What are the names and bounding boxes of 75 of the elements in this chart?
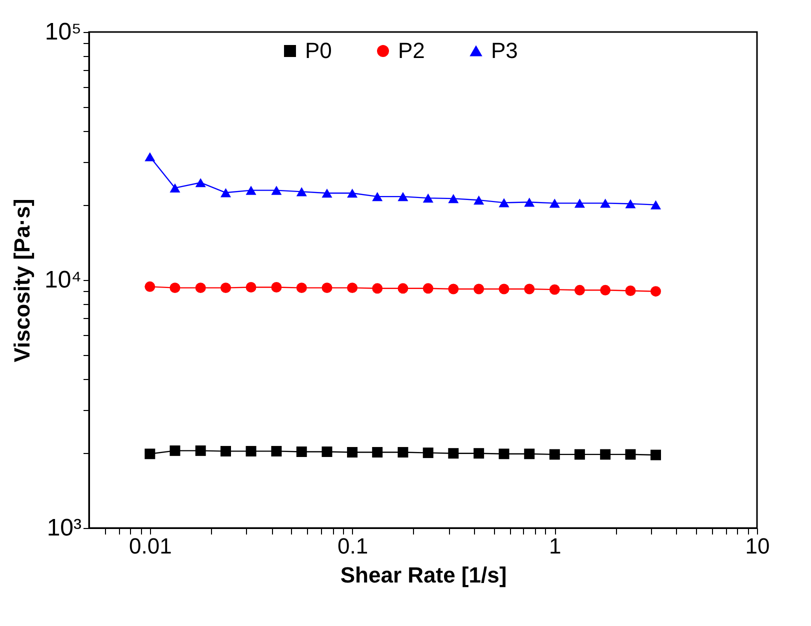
point	[372, 192, 383, 202]
point	[625, 286, 636, 296]
y-tick-label: 10⁵	[44, 18, 82, 46]
point	[220, 446, 231, 456]
point	[422, 194, 434, 203]
y-tick-label: 10³	[46, 514, 82, 542]
point	[246, 282, 256, 292]
point	[220, 188, 231, 198]
point	[144, 152, 156, 162]
point	[574, 284, 585, 296]
point	[347, 188, 358, 198]
point	[271, 186, 282, 195]
point	[474, 284, 484, 294]
point	[650, 200, 661, 210]
point	[474, 448, 484, 459]
x-tick-label: 10	[745, 534, 770, 558]
point	[398, 283, 408, 294]
point	[144, 448, 156, 460]
point	[524, 284, 535, 294]
point	[650, 450, 661, 460]
point	[600, 284, 611, 296]
y-tick-label: 10⁴	[44, 266, 82, 294]
point	[144, 281, 156, 292]
point	[600, 449, 611, 460]
point	[220, 282, 231, 294]
point	[170, 183, 180, 193]
point	[549, 198, 560, 208]
point	[498, 198, 510, 208]
point	[422, 283, 434, 294]
point	[347, 447, 358, 458]
point	[625, 449, 636, 460]
point	[650, 286, 661, 297]
point	[448, 284, 459, 294]
x-axis-title: Shear Rate [1/s]	[340, 562, 507, 588]
point	[498, 284, 510, 294]
y-axis-title: Viscosity [Pa·s]	[9, 198, 34, 362]
point	[574, 198, 585, 208]
point	[448, 448, 459, 459]
point	[524, 448, 535, 460]
point	[549, 284, 560, 295]
point	[296, 282, 307, 294]
point	[625, 199, 636, 208]
point	[322, 446, 332, 457]
point	[498, 448, 510, 460]
point	[296, 187, 307, 196]
point	[372, 447, 383, 458]
point	[398, 192, 408, 202]
point	[170, 282, 180, 294]
point	[574, 449, 585, 460]
legend-label: P2	[398, 38, 425, 63]
point	[474, 196, 484, 205]
x-tick-label: 1	[549, 534, 562, 558]
point	[195, 445, 206, 456]
point	[322, 282, 332, 294]
point	[246, 186, 256, 195]
point	[271, 282, 282, 292]
point	[398, 447, 408, 458]
point	[347, 282, 358, 294]
legend-label: P0	[305, 38, 332, 63]
point	[195, 282, 206, 294]
point	[372, 283, 383, 294]
point	[271, 446, 282, 456]
point	[422, 448, 434, 458]
point	[296, 446, 307, 457]
point	[246, 446, 256, 456]
point	[322, 188, 332, 198]
x-tick-label: 0.1	[337, 534, 368, 558]
point	[549, 449, 560, 460]
point	[524, 198, 535, 207]
point	[195, 178, 206, 188]
x-tick-label: 0.01	[129, 534, 172, 558]
point	[170, 445, 180, 456]
legend-label: P3	[491, 38, 518, 63]
point	[448, 194, 459, 204]
point	[600, 198, 611, 208]
